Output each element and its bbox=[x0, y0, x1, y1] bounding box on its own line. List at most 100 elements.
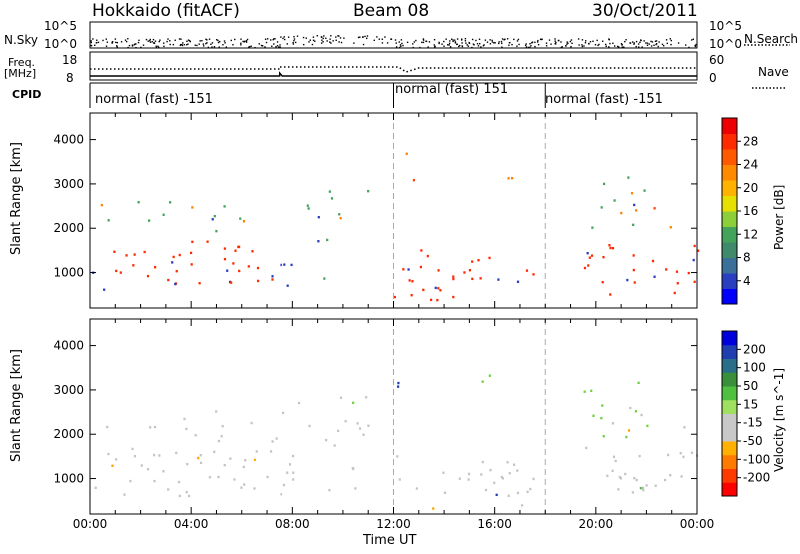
nsky-dot bbox=[217, 41, 220, 44]
range-cell bbox=[608, 244, 611, 247]
range-cell bbox=[669, 226, 672, 229]
nsky-dot bbox=[486, 41, 489, 43]
range-cell bbox=[643, 189, 646, 192]
nsky-dot bbox=[335, 39, 337, 41]
nsky-dot bbox=[293, 38, 296, 40]
nsky-dot bbox=[545, 42, 548, 44]
nsky-dot bbox=[187, 43, 189, 45]
nsky-dot bbox=[172, 43, 175, 46]
nsky-dot bbox=[326, 40, 328, 42]
nsky-dot bbox=[105, 45, 108, 47]
data-gap bbox=[278, 319, 281, 514]
range-cell bbox=[651, 259, 655, 263]
nsky-dot bbox=[412, 43, 414, 45]
nsky-dot bbox=[443, 40, 445, 43]
nsky-dot bbox=[353, 42, 355, 44]
range-cell bbox=[639, 486, 642, 490]
range-cell bbox=[167, 278, 170, 282]
nsky-dot bbox=[240, 42, 242, 44]
nsky-dot bbox=[601, 40, 604, 42]
nsky-dot bbox=[294, 41, 297, 44]
nsky-dot bbox=[433, 38, 436, 41]
range-cell bbox=[638, 454, 641, 458]
nsky-dot bbox=[400, 39, 403, 41]
power-cbar-swatch bbox=[722, 164, 737, 181]
range-cell bbox=[140, 464, 143, 467]
range-cell bbox=[337, 429, 340, 433]
range-cell bbox=[687, 271, 690, 275]
nsky-dot bbox=[293, 35, 295, 38]
nsky-dot bbox=[661, 43, 664, 46]
range-cell bbox=[665, 268, 668, 271]
range-cell bbox=[682, 455, 685, 459]
nsky-dot bbox=[246, 38, 249, 41]
nsky-dot bbox=[155, 45, 157, 47]
nsky-dot bbox=[633, 43, 635, 45]
nsky-dot bbox=[258, 43, 260, 45]
nsky-dot bbox=[242, 40, 244, 43]
range-cell bbox=[467, 478, 470, 481]
nsky-dot bbox=[180, 38, 182, 40]
nsearch-tick-top: 10^5 bbox=[709, 19, 742, 33]
range-cell bbox=[149, 426, 152, 429]
range-cell bbox=[220, 435, 223, 438]
data-gap bbox=[278, 113, 281, 308]
velocity-cbar-swatch bbox=[722, 413, 737, 428]
range-cell bbox=[266, 475, 269, 479]
nave-label: Nave bbox=[758, 65, 789, 79]
nsky-dot bbox=[322, 41, 324, 43]
nsky-dot bbox=[265, 41, 268, 44]
range-cell bbox=[223, 257, 227, 261]
range-cell bbox=[510, 176, 514, 180]
nsky-dot bbox=[274, 38, 276, 40]
range-cell bbox=[167, 488, 170, 491]
nsky-dot bbox=[402, 44, 404, 47]
nsky-dot bbox=[461, 45, 464, 48]
nsky-dot bbox=[471, 46, 473, 49]
freq-label: Freq. bbox=[8, 56, 36, 69]
range-cell bbox=[429, 298, 433, 302]
nsky-dot bbox=[308, 41, 310, 43]
nsky-dot bbox=[577, 38, 580, 40]
range-cell bbox=[292, 471, 295, 474]
nsky-dot bbox=[182, 42, 184, 44]
nsky-dot bbox=[422, 38, 425, 40]
nsky-dot bbox=[206, 42, 208, 44]
range-cell bbox=[125, 254, 128, 257]
range-cell bbox=[631, 491, 634, 494]
range-cell bbox=[328, 488, 331, 492]
nsky-dot bbox=[359, 36, 361, 38]
nsky-dot bbox=[147, 40, 149, 42]
range-cell bbox=[629, 406, 632, 410]
nsky-dot bbox=[464, 40, 467, 42]
range-cell bbox=[253, 487, 256, 490]
range-cell bbox=[526, 490, 529, 494]
range-cell bbox=[188, 494, 191, 498]
nsky-dot bbox=[158, 46, 160, 49]
y-tick-label: 4000 bbox=[53, 133, 84, 147]
velocity-cbar-swatch bbox=[722, 441, 737, 456]
range-cell bbox=[507, 494, 510, 497]
nsky-dot bbox=[534, 41, 536, 44]
range-cell bbox=[242, 220, 246, 223]
nsky-dot bbox=[330, 35, 332, 37]
range-cell bbox=[230, 281, 233, 284]
range-cell bbox=[667, 453, 670, 457]
nsky-dot bbox=[651, 41, 654, 43]
range-cell bbox=[664, 478, 667, 482]
power-cbar-tick-label: 16 bbox=[743, 204, 758, 218]
range-cell bbox=[153, 479, 156, 483]
range-cell bbox=[344, 420, 347, 423]
range-cell bbox=[339, 216, 342, 220]
velocity-cbar-swatch bbox=[722, 358, 737, 373]
nsky-dot bbox=[479, 42, 481, 45]
range-cell bbox=[488, 374, 491, 377]
nsky-dot bbox=[504, 38, 506, 40]
nsky-dot bbox=[260, 44, 263, 47]
nsky-dot bbox=[230, 39, 232, 42]
range-cell bbox=[495, 493, 498, 497]
nsky-dot bbox=[622, 46, 624, 49]
velocity-cbar-tick-label: -100 bbox=[743, 452, 770, 466]
range-cell bbox=[632, 254, 635, 257]
nsky-dot bbox=[330, 42, 332, 44]
